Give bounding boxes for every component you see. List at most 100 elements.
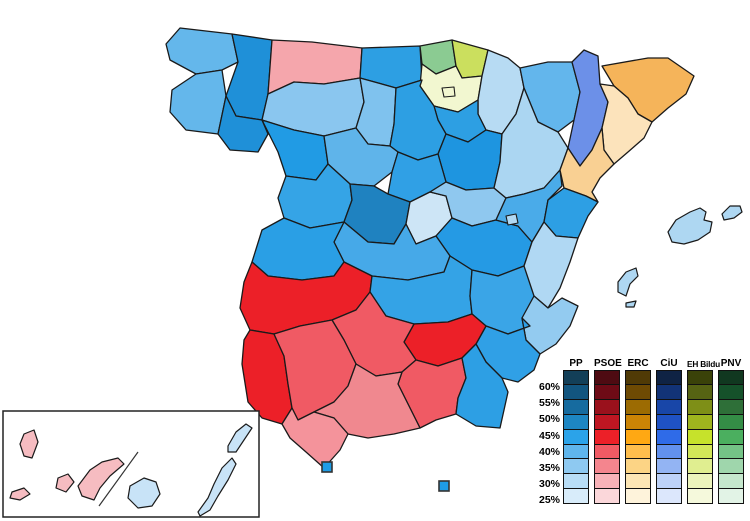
legend-cell	[718, 458, 744, 475]
legend-cell	[594, 443, 620, 460]
province-ourense	[217, 95, 269, 153]
legend-cell	[594, 458, 620, 475]
legend-threshold-label: 35%	[538, 461, 560, 474]
legend-cell	[656, 443, 682, 460]
island-tenerife	[77, 457, 125, 501]
legend-cell	[656, 428, 682, 445]
province-caceres	[251, 217, 345, 281]
legend-cell	[656, 369, 682, 386]
legend-threshold-label: 50%	[538, 413, 560, 426]
province-malaga	[313, 363, 421, 439]
legend-threshold-label: 45%	[538, 429, 560, 442]
legend-cell	[687, 414, 713, 431]
legend-cell	[718, 487, 744, 505]
legend-cell	[563, 443, 589, 460]
legend-cell	[718, 443, 744, 460]
legend-cell	[563, 414, 589, 431]
legend-cell	[687, 399, 713, 416]
island-ibiza	[617, 267, 639, 297]
legend-cell	[687, 473, 713, 490]
legend-cell	[718, 414, 744, 431]
legend-threshold-label: 40%	[538, 445, 560, 458]
legend-cell	[687, 428, 713, 445]
legend-cell	[656, 414, 682, 431]
legend-threshold-label: 55%	[538, 397, 560, 410]
legend-party-header: CiU	[660, 358, 678, 369]
legend-party-column-psoe: PSOE	[594, 358, 622, 518]
island-fuerteventura	[197, 457, 237, 517]
legend-cell	[718, 399, 744, 416]
legend-cell	[563, 487, 589, 505]
legend-party-column-pp: PP	[563, 358, 589, 518]
legend-threshold-labels: 60% 55% 50% 45% 40% 35% 30% 25%	[527, 358, 563, 518]
legend-cell	[594, 384, 620, 401]
legend-cell	[687, 487, 713, 505]
legend-threshold-label: 30%	[538, 478, 560, 491]
legend-cell	[563, 473, 589, 490]
legend-cell	[718, 369, 744, 386]
legend-cell	[625, 399, 651, 416]
legend-cell	[563, 458, 589, 475]
legend-cell	[594, 414, 620, 431]
legend-cell	[687, 384, 713, 401]
legend-cell	[594, 428, 620, 445]
legend-cell	[563, 384, 589, 401]
province-tarragona	[559, 127, 615, 203]
legend-cell	[687, 458, 713, 475]
legend-cell	[594, 369, 620, 386]
legend-party-column-ciu: CiU	[656, 358, 682, 518]
legend-cell	[625, 414, 651, 431]
legend-party-columns: PP PSOE ERC CiU EH Bildu PNV	[563, 358, 744, 518]
legend-cell	[594, 399, 620, 416]
legend-party-column-eh-bildu: EH Bildu	[687, 358, 720, 518]
island-la-palma	[19, 429, 39, 459]
island-el-hierro	[9, 487, 31, 501]
province-pontevedra	[169, 69, 227, 135]
legend: 60% 55% 50% 45% 40% 35% 30% 25% PP PSOE ERC CiU EH …	[527, 358, 749, 518]
legend-cell	[625, 473, 651, 490]
legend-threshold-label: 25%	[538, 494, 560, 507]
island-mallorca	[667, 207, 713, 245]
legend-party-column-erc: ERC	[625, 358, 651, 518]
legend-cell	[563, 369, 589, 386]
canary-province-divider	[98, 451, 139, 507]
legend-cell	[625, 487, 651, 505]
ceuta-square	[321, 461, 333, 473]
legend-cell	[687, 443, 713, 460]
province-barcelona	[599, 83, 653, 165]
legend-party-header: EH Bildu	[687, 359, 720, 369]
legend-cell	[594, 473, 620, 490]
island-la-gomera	[55, 473, 75, 493]
island-gran-canaria	[127, 477, 161, 509]
legend-cell	[563, 428, 589, 445]
enclave-trevino	[441, 86, 456, 98]
island-formentera	[625, 300, 637, 308]
melilla-square	[438, 480, 450, 492]
legend-cell	[563, 399, 589, 416]
legend-party-column-pnv: PNV	[718, 358, 744, 518]
legend-cell	[656, 473, 682, 490]
legend-party-header: PP	[569, 358, 583, 369]
legend-cell	[718, 384, 744, 401]
island-lanzarote	[227, 423, 253, 453]
legend-cell	[718, 473, 744, 490]
legend-cell	[656, 487, 682, 505]
province-almeria	[455, 343, 509, 429]
legend-party-header: PNV	[720, 358, 742, 369]
province-valencia	[523, 221, 579, 309]
enclave-rincon-de-ademuz	[505, 213, 519, 226]
legend-cell	[687, 369, 713, 386]
legend-cell	[656, 399, 682, 416]
legend-cell	[625, 369, 651, 386]
legend-cell	[718, 428, 744, 445]
legend-cell	[594, 487, 620, 505]
legend-cell	[656, 384, 682, 401]
province-a-coruna	[165, 27, 239, 75]
legend-cell	[625, 428, 651, 445]
legend-cell	[625, 458, 651, 475]
legend-threshold-label: 60%	[538, 381, 560, 393]
legend-cell	[656, 458, 682, 475]
legend-cell	[625, 443, 651, 460]
